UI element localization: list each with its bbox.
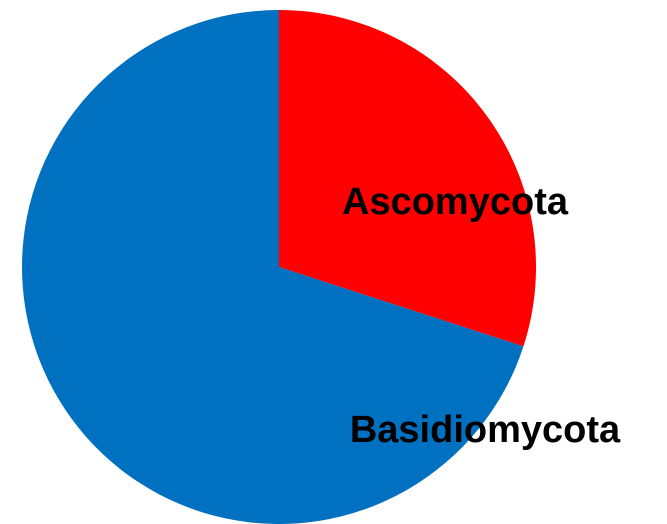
pie-slice (21, 10, 524, 524)
pie-slice (279, 10, 536, 347)
slice-label: Basidiomycota (350, 409, 621, 451)
slice-label: Ascomycota (342, 181, 569, 223)
